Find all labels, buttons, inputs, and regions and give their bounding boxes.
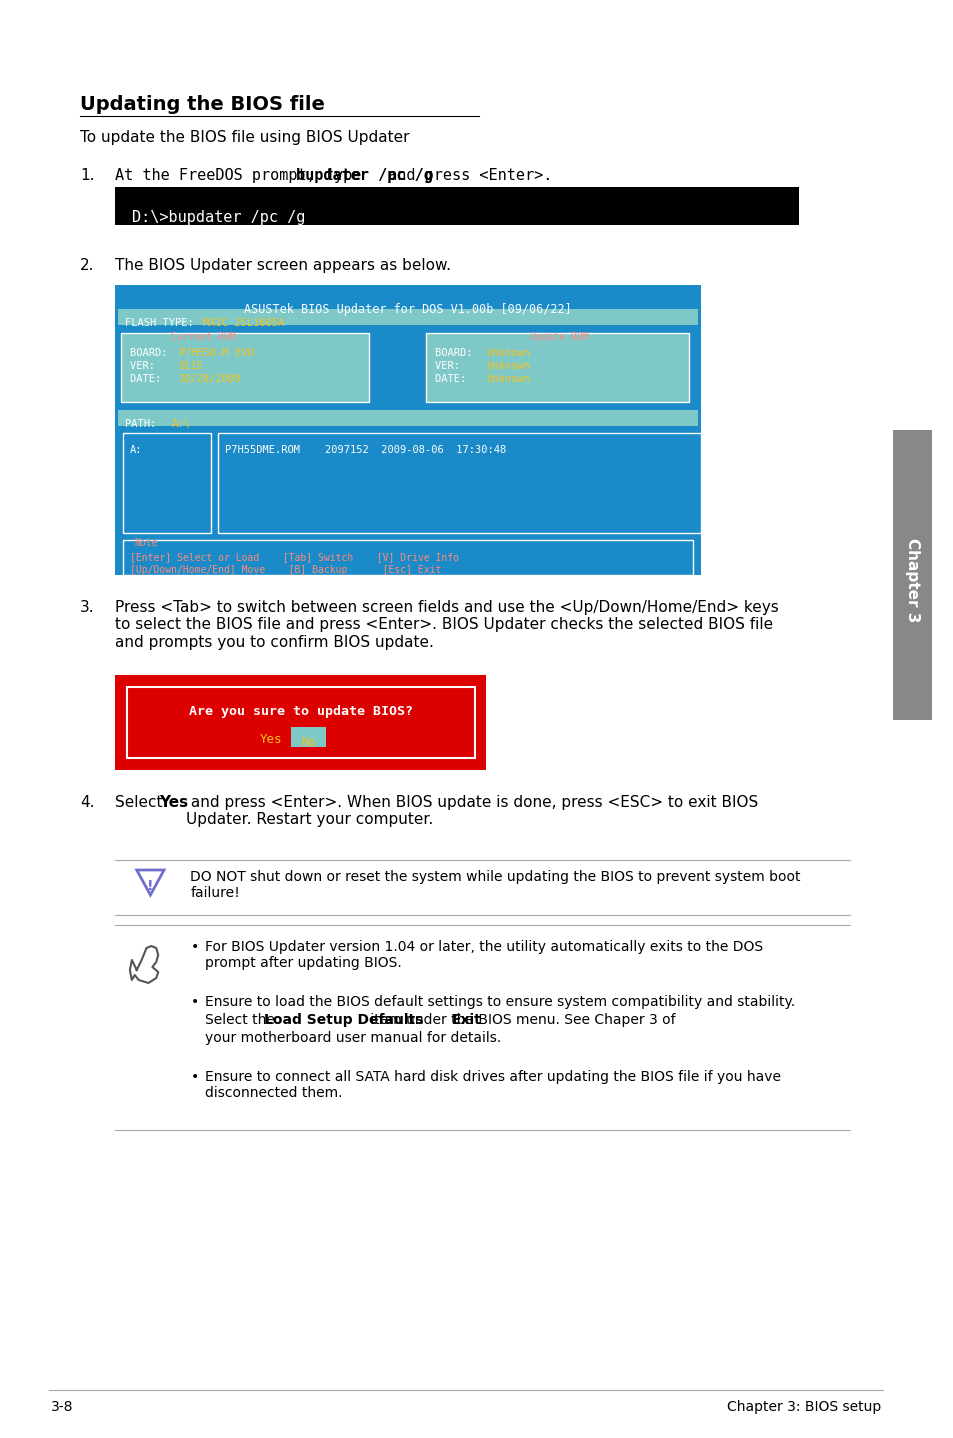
Text: and press <Enter>.: and press <Enter>.: [378, 168, 552, 183]
Text: Exit: Exit: [452, 1012, 481, 1027]
Text: PATH:: PATH:: [125, 418, 156, 429]
Text: At the FreeDOS prompt, type: At the FreeDOS prompt, type: [115, 168, 371, 183]
Text: Select the: Select the: [205, 1012, 279, 1027]
Text: •: •: [191, 1070, 198, 1084]
Text: FLASH TYPE:: FLASH TYPE:: [125, 318, 193, 328]
FancyBboxPatch shape: [118, 410, 698, 426]
FancyBboxPatch shape: [291, 728, 326, 746]
FancyBboxPatch shape: [217, 433, 700, 533]
Text: Ensure to load the BIOS default settings to ensure system compatibility and stab: Ensure to load the BIOS default settings…: [205, 995, 795, 1009]
Text: D:\>bupdater /pc /g: D:\>bupdater /pc /g: [132, 210, 305, 224]
Text: Yes: Yes: [159, 795, 188, 810]
FancyBboxPatch shape: [425, 334, 688, 403]
Text: P7H55D-M EVO: P7H55D-M EVO: [178, 348, 253, 358]
Text: Unknown: Unknown: [486, 348, 530, 358]
Text: 0115: 0115: [178, 361, 204, 371]
Text: [Up/Down/Home/End] Move    [B] Backup      [Esc] Exit: [Up/Down/Home/End] Move [B] Backup [Esc]…: [130, 565, 441, 575]
FancyBboxPatch shape: [892, 430, 931, 720]
Text: DO NOT shut down or reset the system while updating the BIOS to prevent system b: DO NOT shut down or reset the system whi…: [191, 870, 801, 900]
Text: !: !: [147, 879, 153, 893]
Text: BOARD:: BOARD:: [130, 348, 173, 358]
Text: 3-8: 3-8: [51, 1401, 73, 1414]
Text: •: •: [191, 995, 198, 1009]
Text: 1.: 1.: [80, 168, 94, 183]
Text: Yes: Yes: [260, 733, 282, 746]
Text: To update the BIOS file using BIOS Updater: To update the BIOS file using BIOS Updat…: [80, 129, 409, 145]
FancyBboxPatch shape: [127, 687, 475, 758]
Text: Select: Select: [115, 795, 168, 810]
Text: VER:: VER:: [130, 361, 167, 371]
Text: item under the: item under the: [366, 1012, 478, 1027]
Text: Ensure to connect all SATA hard disk drives after updating the BIOS file if you : Ensure to connect all SATA hard disk dri…: [205, 1070, 781, 1100]
FancyBboxPatch shape: [115, 285, 700, 575]
Text: No: No: [301, 736, 315, 749]
Text: Updating the BIOS file: Updating the BIOS file: [80, 95, 325, 114]
FancyBboxPatch shape: [118, 309, 698, 325]
Text: DATE:: DATE:: [435, 374, 472, 384]
Text: Are you sure to update BIOS?: Are you sure to update BIOS?: [189, 705, 413, 718]
Text: 3.: 3.: [80, 600, 94, 615]
FancyBboxPatch shape: [115, 187, 798, 224]
FancyBboxPatch shape: [115, 674, 486, 769]
Text: Chapter 3: BIOS setup: Chapter 3: BIOS setup: [726, 1401, 880, 1414]
Text: ASUSTek BIOS Updater for DOS V1.00b [09/06/22]: ASUSTek BIOS Updater for DOS V1.00b [09/…: [244, 303, 572, 316]
Text: Unknown: Unknown: [486, 374, 530, 384]
Text: P7H55DME.ROM    2097152  2009-08-06  17:30:48: P7H55DME.ROM 2097152 2009-08-06 17:30:48: [224, 444, 505, 454]
Text: BOARD:: BOARD:: [435, 348, 477, 358]
Text: 2.: 2.: [80, 257, 94, 273]
Text: Note: Note: [134, 538, 158, 548]
Text: VER:: VER:: [435, 361, 472, 371]
Text: Chapter 3: Chapter 3: [903, 538, 919, 623]
Text: For BIOS Updater version 1.04 or later, the utility automatically exits to the D: For BIOS Updater version 1.04 or later, …: [205, 940, 762, 971]
Text: MXIC 25L1605A: MXIC 25L1605A: [203, 318, 284, 328]
FancyBboxPatch shape: [121, 334, 369, 403]
Polygon shape: [136, 870, 164, 894]
Text: Update ROM: Update ROM: [530, 332, 588, 342]
Text: A:: A:: [130, 444, 142, 454]
FancyBboxPatch shape: [123, 541, 693, 575]
Text: Press <Tab> to switch between screen fields and use the <Up/Down/Home/End> keys
: Press <Tab> to switch between screen fie…: [115, 600, 779, 650]
Text: your motherboard user manual for details.: your motherboard user manual for details…: [205, 1031, 501, 1045]
Text: Current ROM: Current ROM: [171, 332, 235, 342]
Text: The BIOS Updater screen appears as below.: The BIOS Updater screen appears as below…: [115, 257, 451, 273]
FancyBboxPatch shape: [123, 433, 211, 533]
Text: DATE:: DATE:: [130, 374, 167, 384]
Text: and press <Enter>. When BIOS update is done, press <ESC> to exit BIOS
Updater. R: and press <Enter>. When BIOS update is d…: [186, 795, 757, 827]
Text: 4.: 4.: [80, 795, 94, 810]
Text: Unknown: Unknown: [486, 361, 530, 371]
Text: [Enter] Select or Load    [Tab] Switch    [V] Drive Info: [Enter] Select or Load [Tab] Switch [V] …: [130, 552, 458, 562]
Text: •: •: [191, 940, 198, 953]
Text: Load Setup Defaults: Load Setup Defaults: [264, 1012, 423, 1027]
Text: bupdater /pc /g: bupdater /pc /g: [296, 168, 433, 183]
Text: BIOS menu. See Chaper 3 of: BIOS menu. See Chaper 3 of: [474, 1012, 675, 1027]
Text: A:\: A:\: [172, 418, 191, 429]
Text: 10/28/2009: 10/28/2009: [178, 374, 241, 384]
